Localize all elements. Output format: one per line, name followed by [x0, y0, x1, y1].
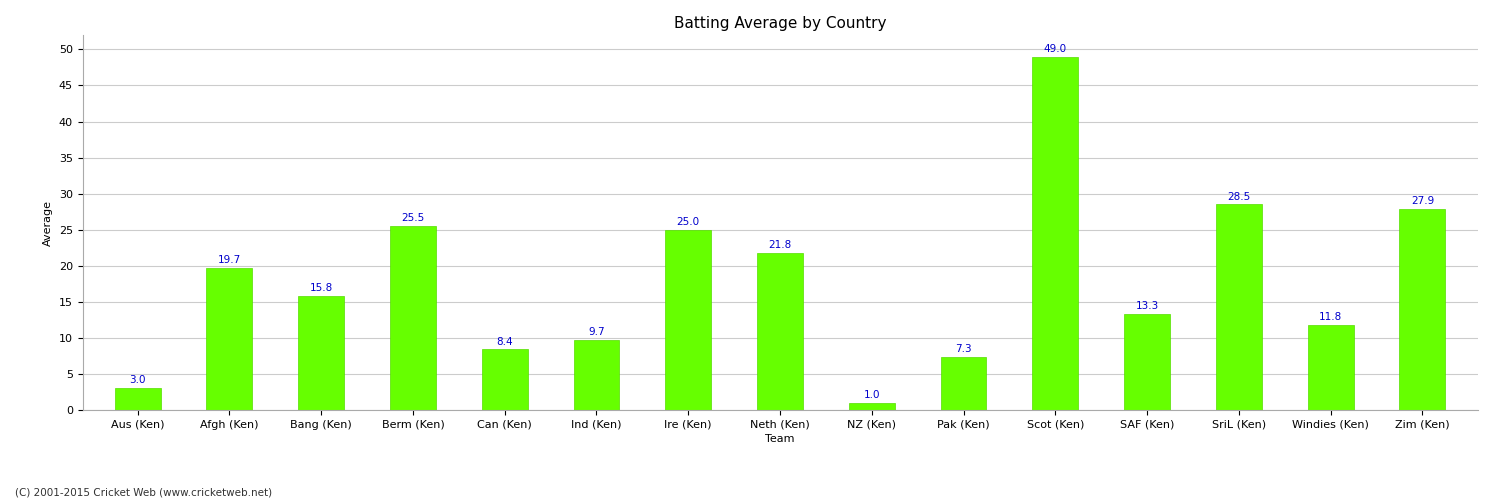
Text: 11.8: 11.8 [1318, 312, 1342, 322]
Title: Batting Average by Country: Batting Average by Country [674, 16, 886, 31]
Bar [482, 350, 528, 410]
Text: 13.3: 13.3 [1136, 301, 1158, 311]
Text: 15.8: 15.8 [309, 283, 333, 293]
Text: 7.3: 7.3 [956, 344, 972, 354]
Text: 49.0: 49.0 [1044, 44, 1066, 54]
Text: 9.7: 9.7 [588, 327, 604, 337]
Bar [1400, 209, 1446, 410]
Text: 27.9: 27.9 [1412, 196, 1434, 206]
Bar [298, 296, 344, 410]
Text: 21.8: 21.8 [768, 240, 792, 250]
Text: 19.7: 19.7 [217, 255, 242, 265]
Bar [573, 340, 620, 410]
Bar [207, 268, 252, 410]
Bar [1308, 325, 1353, 410]
Bar [114, 388, 160, 410]
Text: 28.5: 28.5 [1227, 192, 1251, 202]
Bar [758, 253, 802, 410]
Bar [1124, 314, 1170, 410]
Text: (C) 2001-2015 Cricket Web (www.cricketweb.net): (C) 2001-2015 Cricket Web (www.cricketwe… [15, 488, 272, 498]
X-axis label: Team: Team [765, 434, 795, 444]
Bar [666, 230, 711, 410]
Bar [1216, 204, 1261, 410]
Text: 25.5: 25.5 [402, 213, 424, 223]
Bar [849, 403, 894, 410]
Bar [390, 226, 436, 410]
Text: 3.0: 3.0 [129, 376, 146, 386]
Bar [940, 358, 987, 410]
Text: 8.4: 8.4 [496, 336, 513, 346]
Text: 1.0: 1.0 [864, 390, 880, 400]
Bar [1032, 56, 1078, 410]
Y-axis label: Average: Average [44, 200, 52, 246]
Text: 25.0: 25.0 [676, 217, 700, 227]
